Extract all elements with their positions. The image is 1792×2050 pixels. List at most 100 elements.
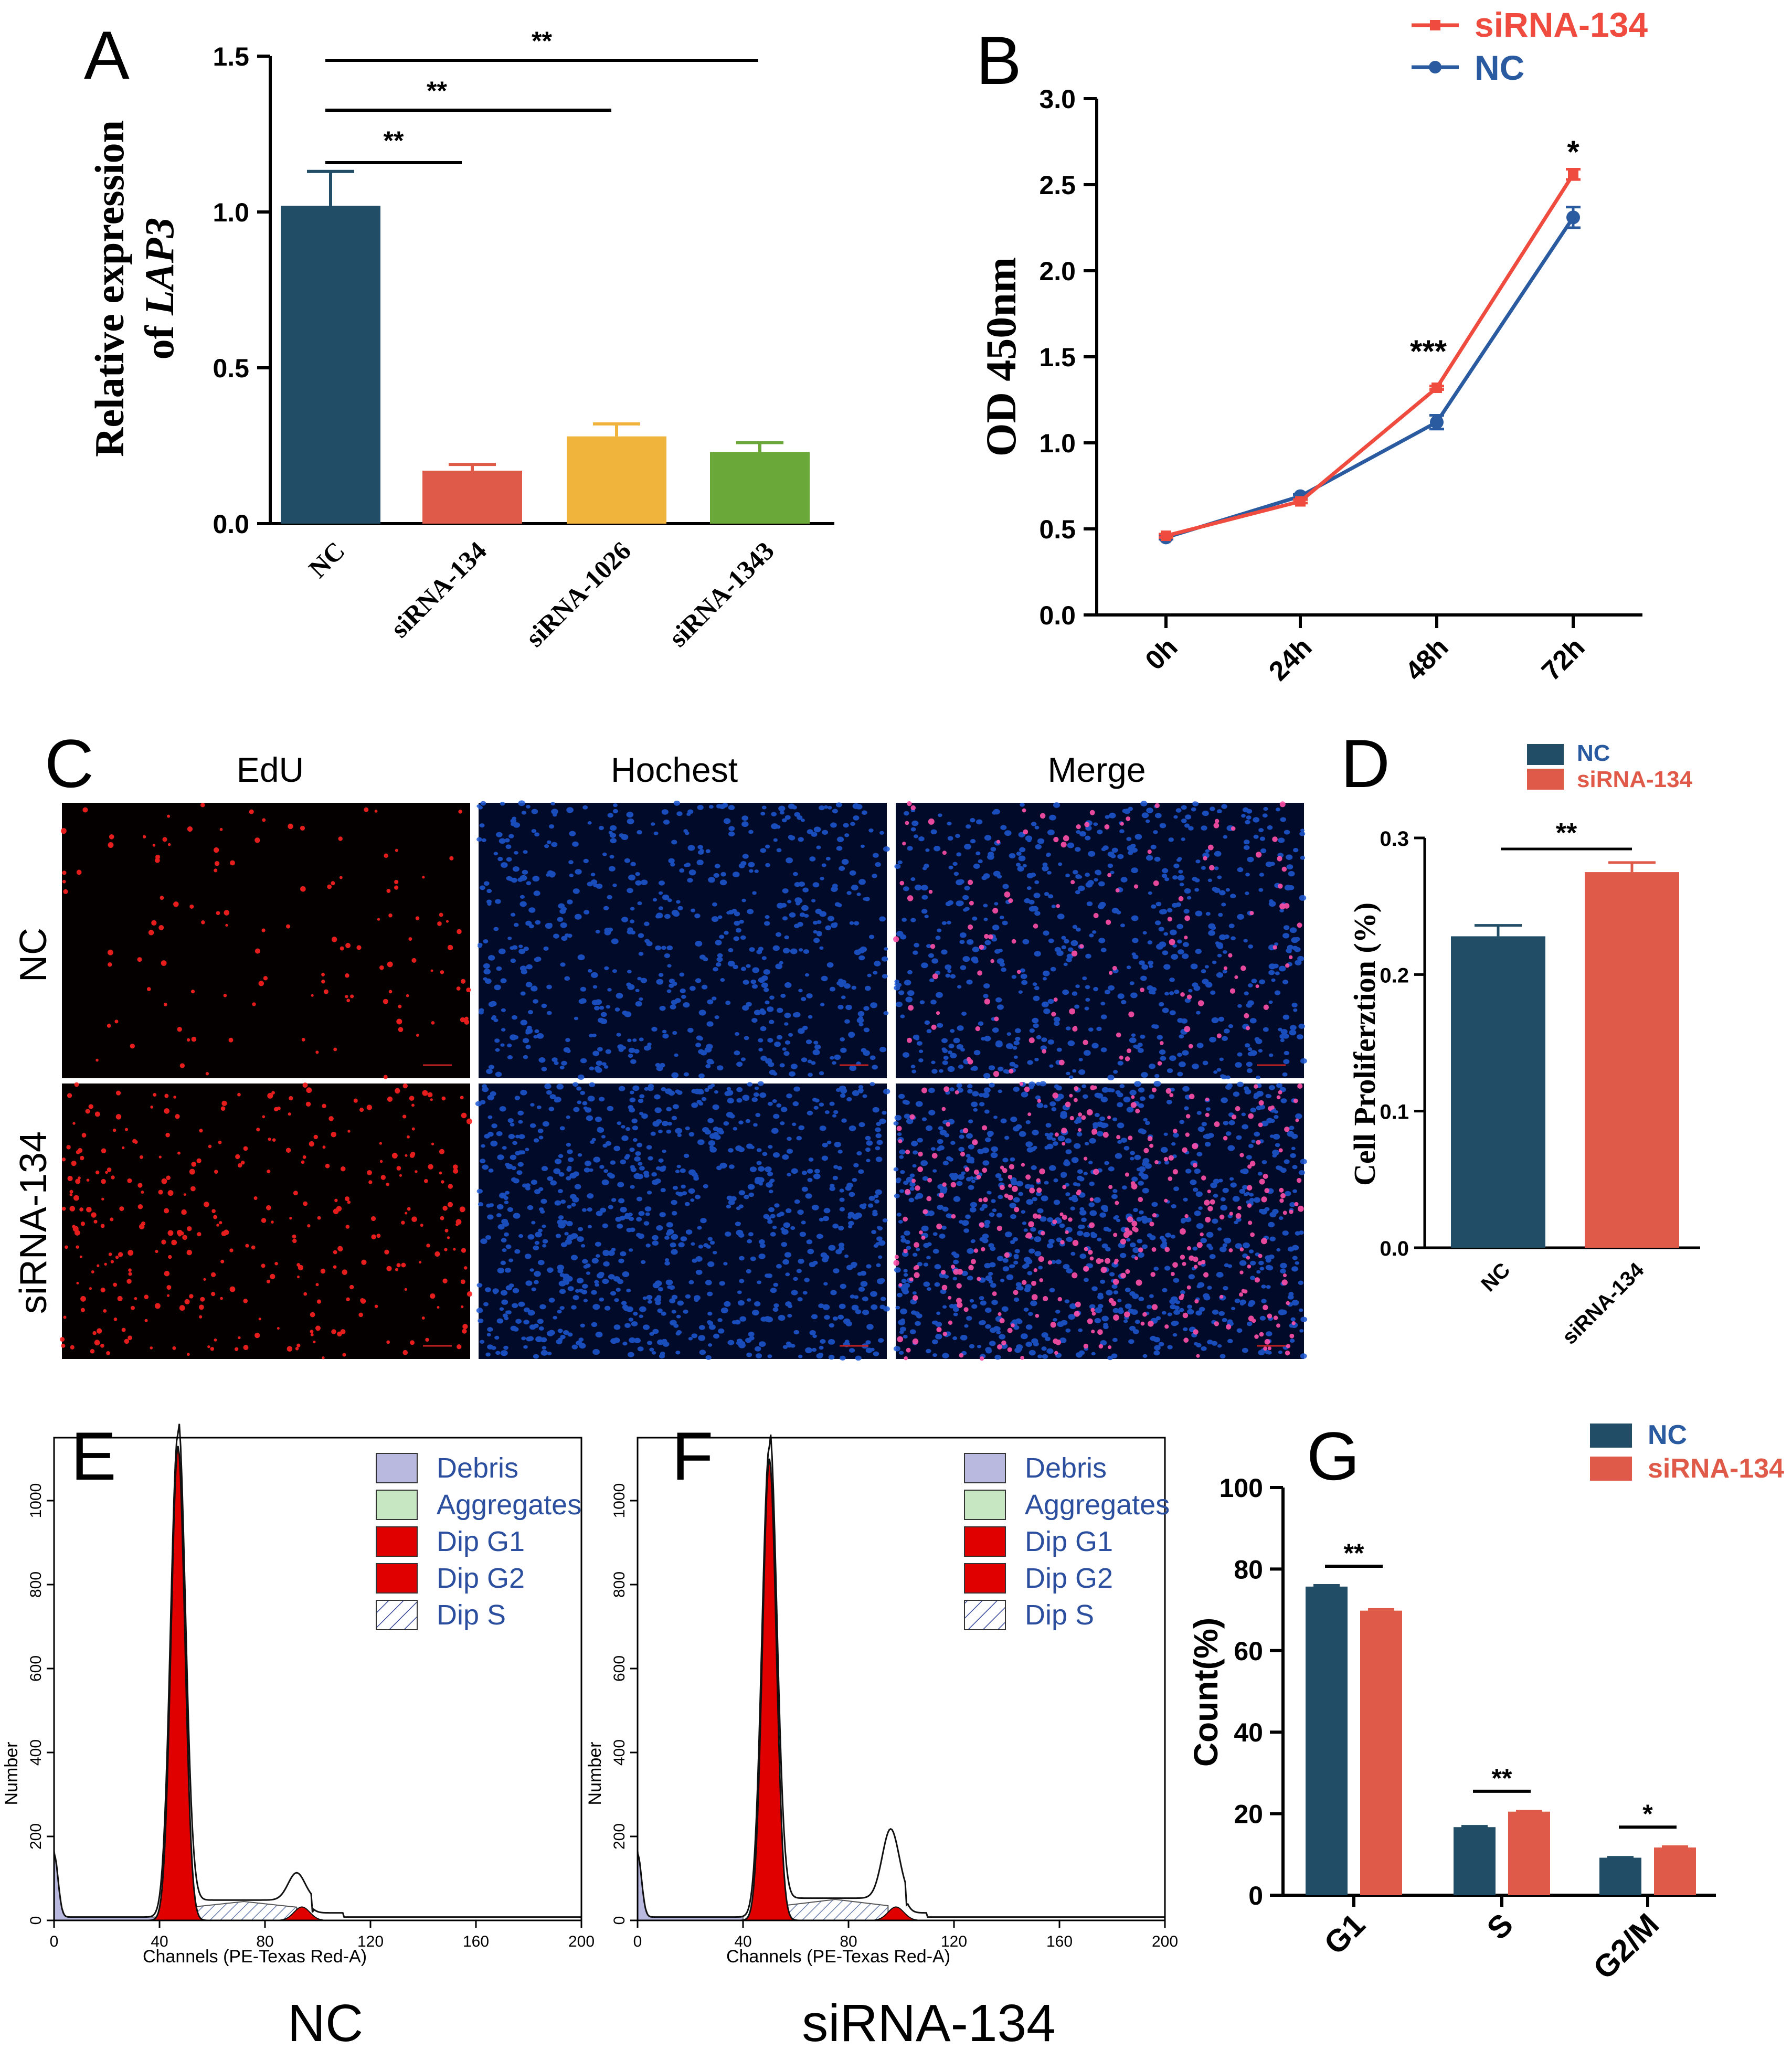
- b-y-tick-label: 2.0: [1039, 257, 1076, 286]
- f-x-tick-label: 120: [941, 1933, 967, 1950]
- f-legend-label: Dip G1: [1025, 1526, 1113, 1557]
- b-y-tick-label: 1.0: [1039, 429, 1076, 458]
- d-y-label: Cell Proliferztion (%): [1348, 902, 1382, 1186]
- panel-c: C EdU Hochest Merge NC siRNA-134: [13, 725, 1308, 1361]
- b-y-tick-label: 2.5: [1039, 171, 1076, 200]
- f-y-tick-label: 0: [611, 1916, 628, 1925]
- g-y-tick-label: 40: [1234, 1718, 1263, 1747]
- f-x-tick-label: 200: [1152, 1933, 1178, 1950]
- nucleus-dots: [475, 1081, 890, 1361]
- e-x-tick-label: 160: [463, 1933, 489, 1950]
- panel-letter-b: B: [976, 22, 1022, 99]
- a-x-tick-label: NC: [303, 536, 351, 583]
- g-y-tick-label: 60: [1234, 1637, 1263, 1666]
- f-legend-swatch: [964, 1490, 1006, 1520]
- g-legend-label: NC: [1648, 1420, 1687, 1450]
- row-label-nc: NC: [13, 928, 55, 982]
- micrograph-nc-hochest: [476, 800, 890, 1080]
- panel-g: G 0 20 40 60 80 100 G1 ** S ** G2/M * Count(%) NCsiRN…: [1187, 1418, 1784, 1986]
- f-legend-label: Debris: [1025, 1452, 1107, 1484]
- e-x-tick-label: 40: [151, 1933, 168, 1950]
- f-x-label: Channels (PE-Texas Red-A): [726, 1947, 950, 1967]
- g-x-tick-label: S: [1480, 1907, 1520, 1947]
- e-x-tick-label: 200: [568, 1933, 595, 1950]
- panel-letter-c: C: [45, 725, 94, 802]
- col-header-edu: EdU: [237, 750, 304, 789]
- d-x-tick-label: NC: [1477, 1258, 1514, 1296]
- a-bar: [281, 206, 380, 524]
- micrograph-sirna134-merge: [893, 1080, 1308, 1361]
- f-legend-swatch: [964, 1600, 1006, 1630]
- f-dip-g1-area: [737, 1458, 802, 1921]
- e-legend-label: Dip S: [437, 1599, 506, 1631]
- e-x-tick-label: 0: [50, 1933, 59, 1950]
- b-point: [1432, 383, 1442, 394]
- edu-dots: [60, 1082, 473, 1359]
- g-bar: [1454, 1827, 1496, 1895]
- g-x-tick-label: G1: [1317, 1907, 1372, 1961]
- a-y-label-prefix: of: [136, 315, 182, 359]
- b-point: [1430, 415, 1444, 429]
- d-legend-swatch: [1527, 744, 1564, 765]
- col-header-merge: Merge: [1047, 750, 1146, 789]
- e-legend-swatch: [376, 1490, 418, 1520]
- f-y-label: Number: [585, 1742, 605, 1805]
- f-dip-s-area: [782, 1898, 889, 1921]
- micrograph-nc-merge: [893, 801, 1307, 1080]
- b-annotation: ***: [1410, 334, 1447, 369]
- panel-letter-g: G: [1307, 1418, 1360, 1494]
- b-point: [1295, 496, 1306, 507]
- f-y-tick-label: 600: [611, 1655, 628, 1682]
- panel-a: A 0.0 0.5 1.0 1.5 NC siRNA-134 siRNA-1026 siRN…: [84, 17, 834, 652]
- f-legend-label: Aggregates: [1025, 1489, 1170, 1521]
- e-y-tick-label: 0: [27, 1916, 45, 1925]
- panel-letter-a: A: [84, 17, 130, 93]
- g-y-tick-label: 20: [1234, 1800, 1263, 1829]
- e-debris-area: [54, 1850, 160, 1921]
- b-y-tick-label: 3.0: [1039, 84, 1076, 114]
- panel-f-histogram: 0 40 80 120 160 200 0 200 400 600 800 1000 Channels …: [585, 1435, 1178, 1967]
- a-bar: [710, 452, 810, 524]
- e-x-label: Channels (PE-Texas Red-A): [143, 1947, 367, 1967]
- nucleus-dots: [476, 800, 890, 1080]
- e-legend-label: Dip G2: [437, 1563, 525, 1594]
- micrograph-sirna134-edu: [60, 1082, 473, 1359]
- g-sig-stars: **: [1492, 1764, 1512, 1793]
- g-sig-stars: *: [1642, 1799, 1653, 1829]
- g-bar: [1654, 1847, 1696, 1895]
- g-bar: [1306, 1586, 1348, 1895]
- d-sig-stars: **: [1556, 818, 1577, 848]
- b-legend-marker: [1430, 20, 1440, 30]
- a-sig-stars: **: [427, 76, 447, 105]
- d-y-tick-label: 0.3: [1380, 827, 1409, 851]
- panel-f-bottom-label: siRNA-134: [802, 1994, 1056, 2050]
- a-x-tick-label: siRNA-1026: [520, 536, 637, 652]
- nucleus-dots: [893, 1080, 1308, 1361]
- a-bar: [422, 471, 522, 524]
- d-legend-label: NC: [1577, 740, 1610, 766]
- f-legend-swatch: [964, 1563, 1006, 1594]
- nucleus-dots: [894, 801, 1307, 1080]
- panel-f: F 0 40 80 120 160 200 0 200 400 600 800 1000 Channel…: [585, 1418, 1178, 2050]
- f-legend-label: Dip S: [1025, 1599, 1094, 1631]
- e-legend-label: Dip G1: [437, 1526, 525, 1557]
- e-y-tick-label: 600: [27, 1655, 45, 1682]
- a-x-tick-label: siRNA-134: [385, 536, 492, 643]
- f-legend-swatch: [964, 1453, 1006, 1483]
- panel-a-labels: NC siRNA-134 siRNA-1026 siRNA-1343 ** ** ** Rel…: [87, 26, 780, 652]
- g-bar: [1360, 1610, 1402, 1895]
- e-dip-s-area: [190, 1900, 298, 1921]
- e-legend-swatch: [376, 1526, 418, 1557]
- a-y-tick-label: 0.5: [213, 354, 249, 383]
- f-x-tick-label: 160: [1046, 1933, 1073, 1950]
- panel-letter-f: F: [672, 1418, 713, 1494]
- f-x-tick-label: 80: [840, 1933, 857, 1950]
- f-y-tick-label: 800: [611, 1571, 628, 1598]
- b-x-tick-label: 24h: [1263, 632, 1318, 686]
- d-legend-swatch: [1527, 769, 1564, 790]
- e-legend-swatch: [376, 1600, 418, 1630]
- b-annotation: *: [1567, 134, 1579, 169]
- a-bar: [567, 436, 666, 524]
- panel-d-plot: 0.00.10.20.3NC siRNA-134**Cell Proliferzt…: [1348, 740, 1700, 1349]
